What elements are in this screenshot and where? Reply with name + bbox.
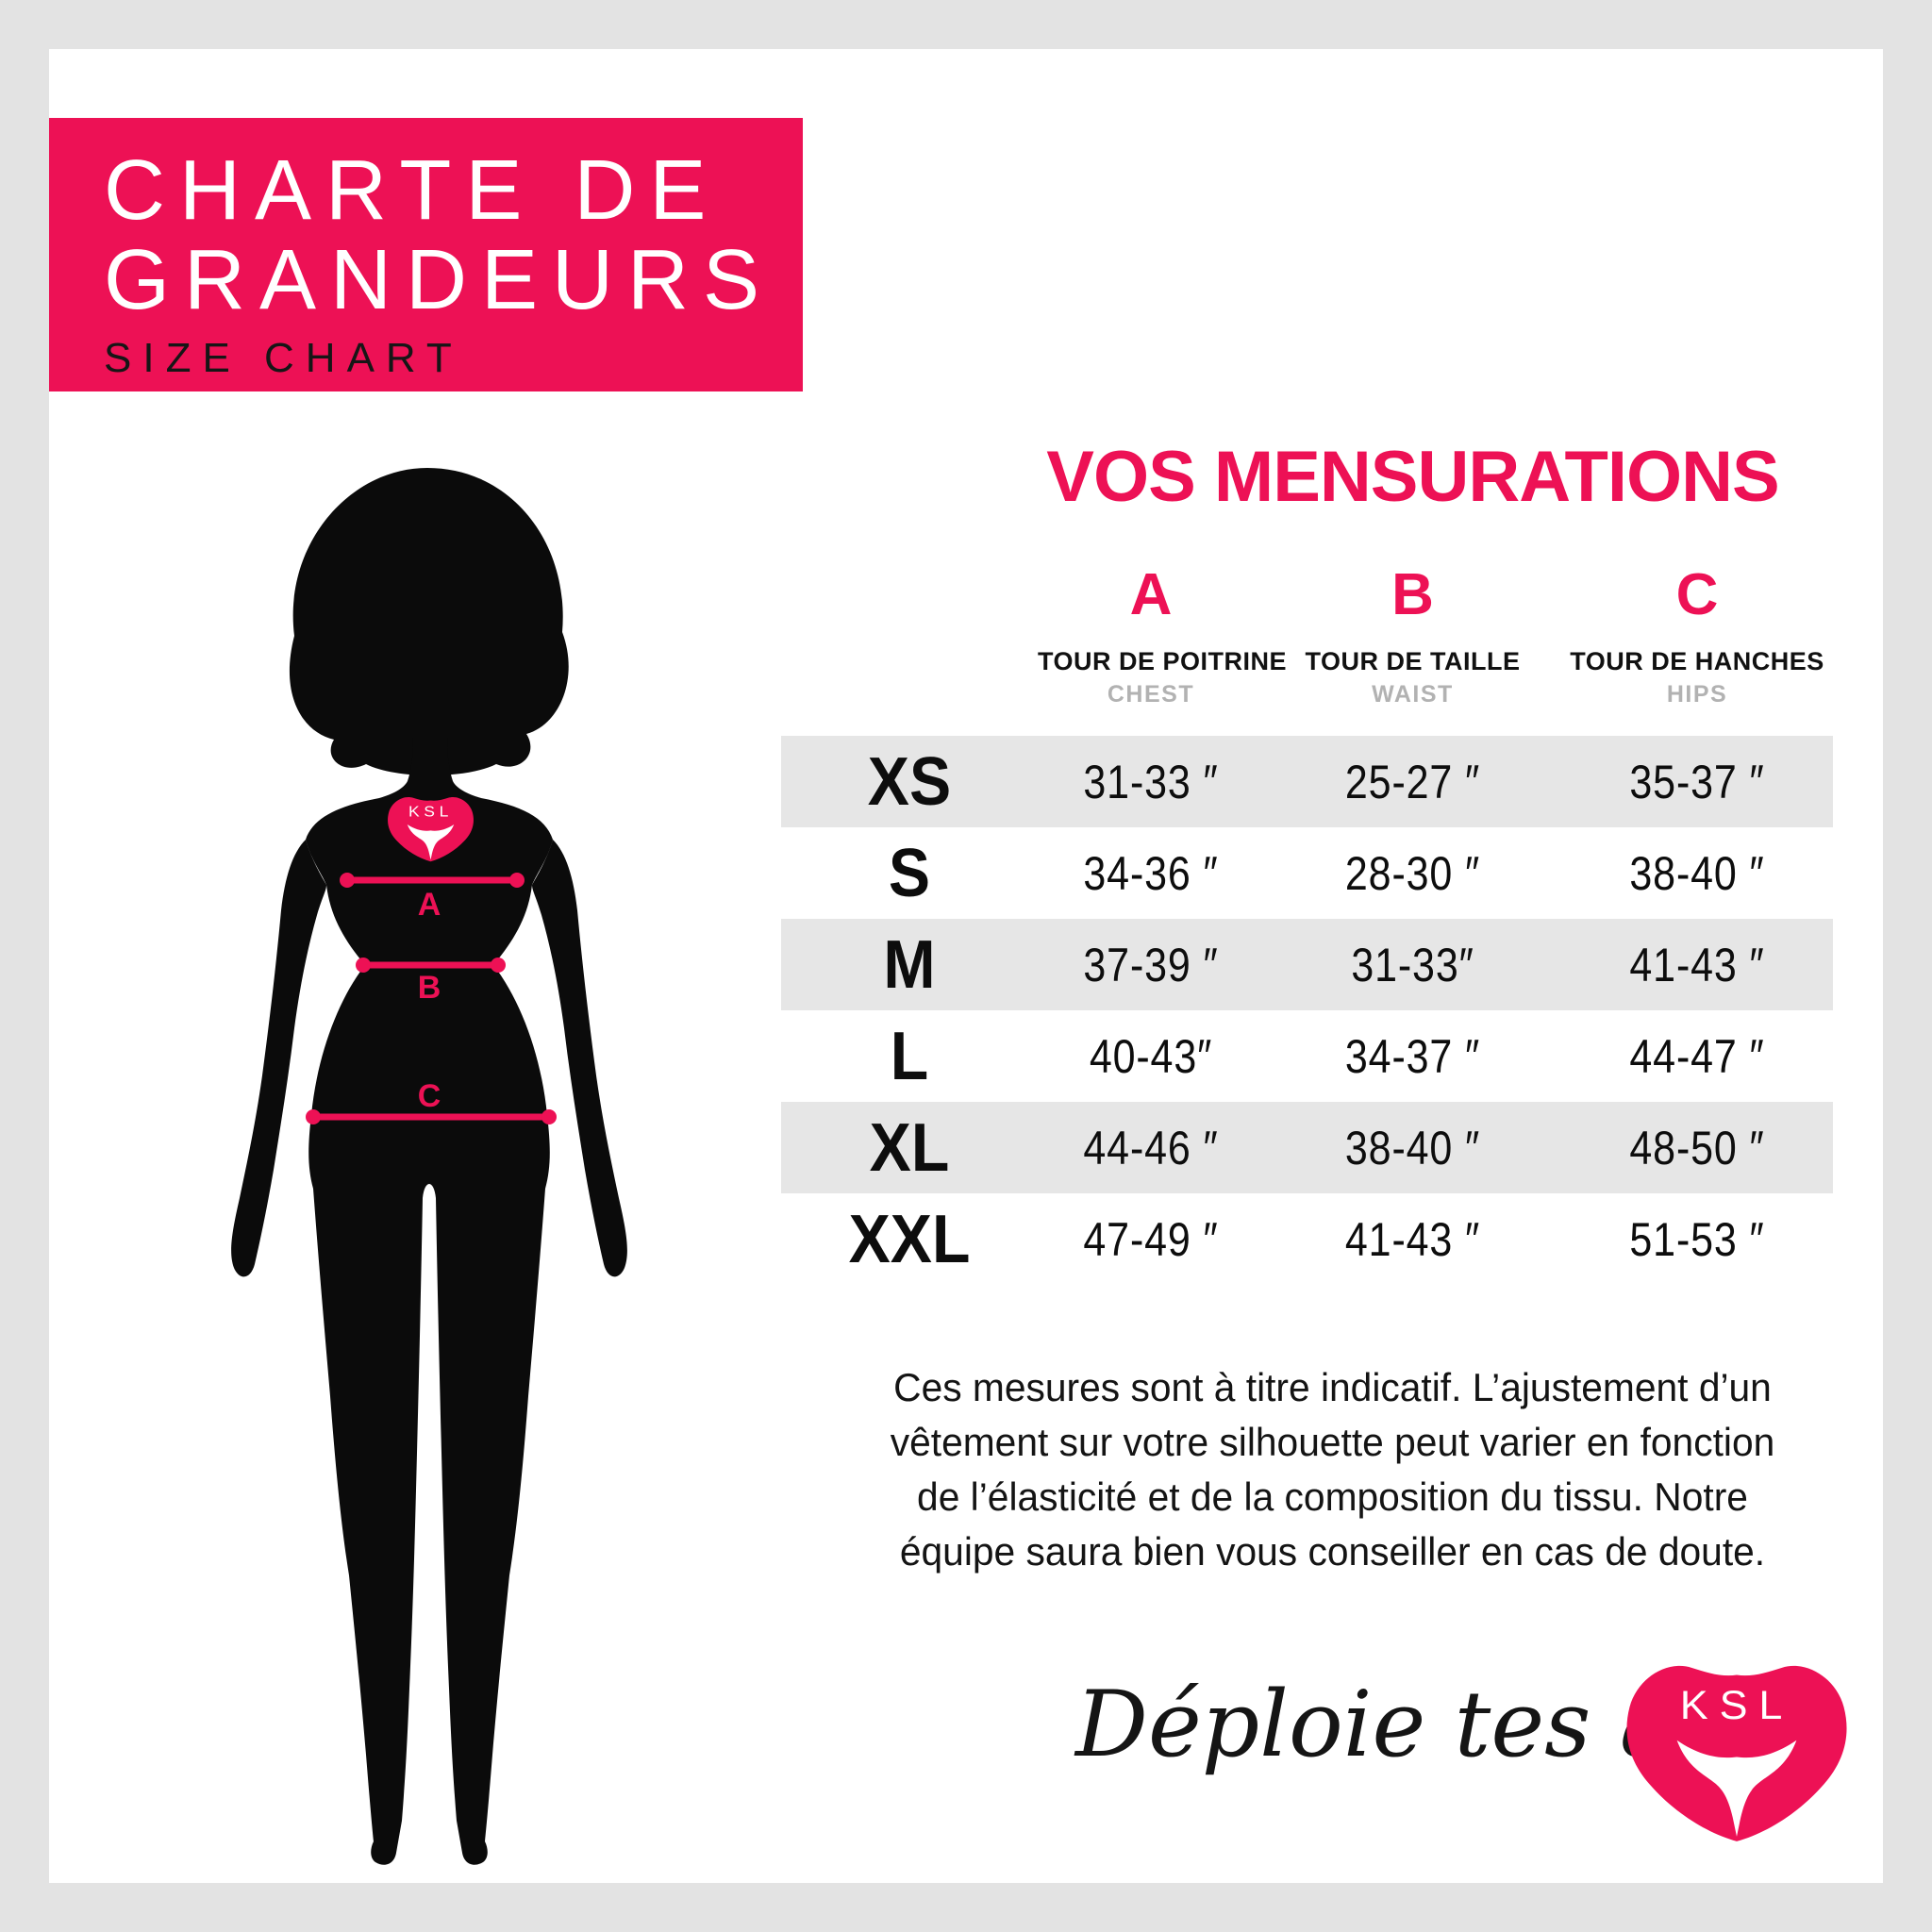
column-header-b: B TOUR DE TAILLE WAIST (1264, 566, 1561, 708)
measure-label-a: A (418, 887, 441, 923)
waist-value: 31-33″ (1351, 938, 1474, 991)
footer-ksl-logo (1626, 1665, 1847, 1841)
measure-line-b: B (356, 958, 506, 1006)
page-subtitle: SIZE CHART (104, 335, 463, 381)
column-label-fr-b: TOUR DE TAILLE (1305, 647, 1521, 675)
column-header-c: C TOUR DE HANCHES HIPS (1561, 566, 1833, 708)
waist-value: 38-40 ″ (1344, 1121, 1481, 1174)
measure-line-a: A (340, 873, 525, 923)
brand-tagline: Déploie tes ailes (1075, 1672, 1832, 1777)
silhouette-body (306, 738, 553, 1865)
chest-value: 34-36 ″ (1083, 846, 1219, 900)
column-letter-a: A (1129, 562, 1173, 627)
measure-line-c: C (306, 1078, 557, 1124)
table-row: L 40-43″ 34-37 ″ 44-47 ″ (781, 1010, 1833, 1102)
table-row: S 34-36 ″ 28-30 ″ 38-40 ″ (781, 827, 1833, 919)
silhouette-hair (289, 468, 569, 775)
page-title-line1: CHARTE DE (104, 143, 721, 238)
waist-value: 34-37 ″ (1344, 1029, 1481, 1083)
measure-label-b: B (418, 970, 441, 1006)
chest-value: 31-33 ″ (1083, 755, 1219, 808)
waist-value: 28-30 ″ (1344, 846, 1481, 900)
table-row: M 37-39 ″ 31-33″ 41-43 ″ (781, 919, 1833, 1010)
table-row: XL 44-46 ″ 38-40 ″ 48-50 ″ (781, 1102, 1833, 1193)
chest-value: 44-46 ″ (1083, 1121, 1219, 1174)
silhouette-left-arm (231, 840, 326, 1277)
size-label: XXL (848, 1201, 971, 1277)
disclaimer-line: de l’élasticité et de la composition du … (917, 1474, 1748, 1519)
size-label: S (888, 835, 931, 911)
hips-value: 44-47 ″ (1629, 1029, 1765, 1083)
female-silhouette-figure: KSL A B (231, 468, 627, 1865)
column-label-en-a: CHEST (1107, 681, 1195, 708)
table-column-headers: A TOUR DE POITRINE CHEST B TOUR DE TAILL… (781, 566, 1833, 708)
hips-value: 41-43 ″ (1629, 938, 1765, 991)
size-label: XL (869, 1109, 950, 1186)
silhouette-right-arm (532, 840, 627, 1277)
column-label-fr-c: TOUR DE HANCHES (1570, 647, 1824, 675)
measurements-title: VOS MENSURATIONS (1046, 437, 1779, 517)
column-header-a: A TOUR DE POITRINE CHEST (1038, 562, 1288, 708)
column-label-en-c: HIPS (1666, 681, 1728, 708)
size-table: XS 31-33 ″ 25-27 ″ 35-37 ″ S 34-36 ″ 28-… (781, 736, 1833, 1285)
size-label: L (890, 1018, 929, 1094)
chest-value: 47-49 ″ (1083, 1212, 1219, 1266)
waist-value: 25-27 ″ (1344, 755, 1481, 808)
measure-label-c: C (418, 1078, 441, 1114)
chest-value: 40-43″ (1089, 1029, 1213, 1083)
disclaimer-line: vêtement sur votre silhouette peut varie… (890, 1420, 1775, 1464)
column-label-en-b: WAIST (1372, 681, 1454, 708)
column-letter-b: B (1391, 562, 1434, 627)
size-label: XS (867, 743, 952, 820)
table-row: XS 31-33 ″ 25-27 ″ 35-37 ″ (781, 736, 1833, 827)
page-title-line2: GRANDEURS (104, 233, 774, 327)
column-label-fr-a: TOUR DE POITRINE (1038, 647, 1288, 675)
hips-value: 35-37 ″ (1629, 755, 1765, 808)
hips-value: 51-53 ″ (1629, 1212, 1765, 1266)
column-letter-c: C (1675, 562, 1719, 627)
disclaimer-line: Ces mesures sont à titre indicatif. L’aj… (893, 1365, 1772, 1409)
waist-value: 41-43 ″ (1344, 1212, 1481, 1266)
table-row: XXL 47-49 ″ 41-43 ″ 51-53 ″ (781, 1193, 1833, 1285)
disclaimer-text: Ces mesures sont à titre indicatif. L’aj… (797, 1360, 1868, 1579)
header-banner: CHARTE DE GRANDEURS SIZE CHART (49, 118, 803, 391)
hips-value: 38-40 ″ (1629, 846, 1765, 900)
size-label: M (883, 926, 936, 1003)
disclaimer-line: équipe saura bien vous conseiller en cas… (899, 1529, 1766, 1574)
column-header-spacer (781, 566, 1038, 708)
hips-value: 48-50 ″ (1629, 1121, 1765, 1174)
chest-value: 37-39 ″ (1083, 938, 1219, 991)
